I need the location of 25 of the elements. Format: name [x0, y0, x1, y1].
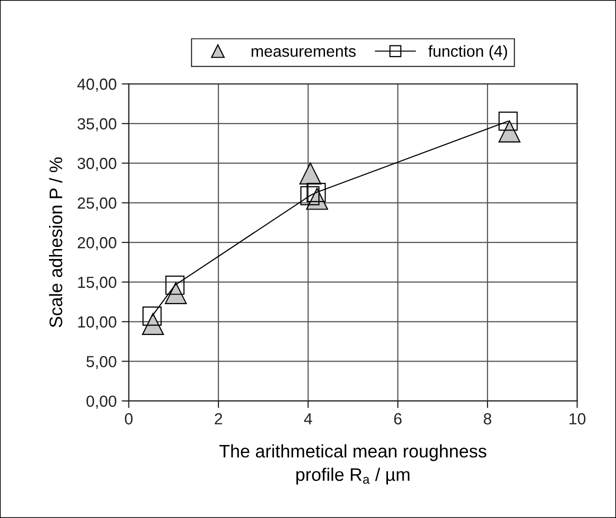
legend-label: measurements	[252, 46, 356, 57]
point	[142, 306, 162, 326]
y-axis-title: Scale adhesion P / %	[49, 157, 62, 328]
x-axis-title: The arithmetical mean roughness profile R$_{a}$ / µm	[219, 444, 486, 485]
point	[498, 120, 520, 142]
x-tick-label: 6	[394, 413, 402, 424]
legend-label: function (4)	[428, 45, 508, 60]
point	[142, 313, 164, 336]
y-tick-label: 10,00	[78, 316, 116, 330]
x-tick-label: 0	[124, 413, 133, 424]
y-tick-label: 25,00	[78, 197, 116, 211]
x-tick-label: 4	[304, 413, 312, 424]
y-tick-label: 35,00	[78, 118, 116, 132]
point	[306, 182, 326, 202]
point	[165, 276, 185, 295]
y-tick-label: 0,00	[86, 396, 116, 409]
x-tick-label: 10	[570, 413, 586, 424]
x-tick-label: 2	[214, 413, 222, 424]
y-tick-label: 20,00	[78, 237, 116, 250]
y-tick-label: 5,00	[86, 356, 116, 370]
y-tick-label: 40,00	[77, 78, 116, 92]
y-tick-label: 15,00	[78, 276, 116, 290]
point	[299, 162, 322, 184]
y-tick-label: 30,00	[78, 158, 116, 171]
x-tick-label: 8	[484, 413, 492, 424]
